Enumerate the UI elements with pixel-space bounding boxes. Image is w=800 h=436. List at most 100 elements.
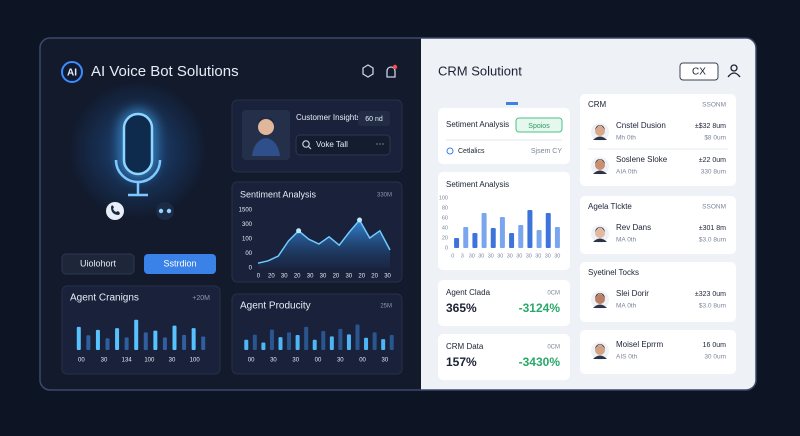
- bar: [153, 330, 158, 350]
- card-badge: +20M: [192, 295, 210, 302]
- card: [438, 280, 570, 326]
- row-name: Rev Dans: [616, 223, 651, 232]
- crm-title: CRM Solutiont: [438, 63, 522, 78]
- microphone[interactable]: [114, 111, 162, 197]
- user-icon-body: [727, 72, 741, 78]
- bar: [312, 339, 317, 350]
- card-badge: 0CM: [547, 345, 560, 351]
- card: [438, 108, 570, 164]
- y-tick-label: 60: [442, 215, 448, 221]
- bell-icon[interactable]: [386, 66, 396, 78]
- bar: [518, 225, 524, 248]
- x-label: 30: [507, 253, 513, 259]
- avatar-hair: [258, 117, 274, 123]
- card-title: Agent Producity: [240, 301, 311, 312]
- x-label: 30: [382, 358, 389, 364]
- bar: [381, 339, 386, 350]
- x-label: 20: [294, 274, 301, 280]
- settings-icon[interactable]: [362, 64, 374, 78]
- x-label: 0: [451, 253, 454, 259]
- search-icon-handle: [308, 146, 312, 150]
- x-label: 30: [307, 274, 314, 280]
- button[interactable]: [144, 254, 216, 274]
- card-title: Agent Clada: [446, 288, 491, 297]
- bar: [490, 228, 496, 248]
- x-label: 20: [268, 274, 275, 280]
- avatar-body: [593, 238, 607, 242]
- badge: [515, 117, 563, 133]
- cx-button[interactable]: [679, 62, 719, 81]
- bar: [105, 338, 110, 350]
- options-button[interactable]: [156, 202, 174, 220]
- card-title: CRM: [588, 100, 607, 109]
- row-name: Cnstel Dusion: [616, 121, 666, 130]
- card-title: Sentiment Analysis: [240, 189, 317, 199]
- avatar-face: [595, 228, 605, 238]
- badge-text: 60 nd: [365, 116, 383, 123]
- bar: [499, 217, 505, 248]
- x-label: 20: [358, 274, 365, 280]
- y-tick-label: 80: [442, 205, 448, 211]
- logo: [61, 61, 83, 83]
- row-sub: AIS 0th: [616, 354, 638, 361]
- row-sub-value: 330 8um: [701, 169, 726, 176]
- logo-text: AI: [67, 68, 77, 79]
- point: [296, 228, 302, 234]
- bar: [454, 238, 460, 248]
- row-value: ±323 0um: [695, 291, 726, 298]
- row-sub: AIA 0th: [616, 169, 637, 176]
- bar: [364, 337, 369, 350]
- avatar-body: [593, 136, 607, 140]
- avatar-face: [595, 160, 605, 170]
- badge-text: Spoios: [528, 123, 550, 130]
- x-label: 30: [345, 274, 352, 280]
- avatar-face: [258, 119, 274, 135]
- bar: [76, 326, 81, 350]
- avatar-face: [595, 126, 605, 136]
- bar: [338, 328, 343, 350]
- x-label: 30: [478, 253, 484, 259]
- area: [258, 220, 390, 268]
- bar: [372, 332, 377, 350]
- avatar-hair: [595, 159, 605, 164]
- search-box[interactable]: [295, 134, 391, 156]
- card: [580, 196, 736, 254]
- bar: [509, 233, 515, 248]
- line: [257, 218, 391, 264]
- avatar-body: [593, 170, 607, 174]
- button[interactable]: [61, 253, 135, 275]
- row-sub-value: $3.0 8um: [699, 303, 726, 310]
- bar: [162, 337, 167, 350]
- more-icon[interactable]: ···: [376, 138, 385, 148]
- x-label: 30: [488, 253, 494, 259]
- avatar-face: [595, 294, 605, 304]
- x-label: 100: [144, 358, 155, 364]
- x-label: 30: [554, 253, 560, 259]
- row-label: Cetlalics: [458, 148, 485, 155]
- notification-dot: [392, 64, 398, 70]
- bar: [86, 335, 91, 350]
- row-sub: MA 0th: [616, 303, 637, 310]
- x-label: 30: [270, 358, 277, 364]
- avatar-hair: [595, 125, 605, 130]
- x-label: 30: [516, 253, 522, 259]
- x-label: 30: [384, 274, 391, 280]
- x-label: 30: [337, 358, 344, 364]
- card-title: CRM Data: [446, 342, 484, 351]
- row-sub: MA 0th: [616, 237, 637, 244]
- card: [231, 293, 403, 375]
- avatar-hair: [595, 344, 605, 349]
- bar: [287, 332, 292, 350]
- card-badge: 25M: [380, 304, 392, 310]
- stat-value: 157%: [446, 355, 477, 369]
- row-value: ±301 8m: [699, 225, 726, 232]
- row-name: Slei Dorir: [616, 289, 649, 298]
- user-icon[interactable]: [730, 64, 738, 72]
- call-button[interactable]: [106, 202, 124, 220]
- bar: [329, 336, 334, 350]
- avatar-face: [595, 345, 605, 355]
- x-label: 0: [257, 274, 261, 280]
- bar: [143, 332, 148, 350]
- x-label: 100: [190, 358, 201, 364]
